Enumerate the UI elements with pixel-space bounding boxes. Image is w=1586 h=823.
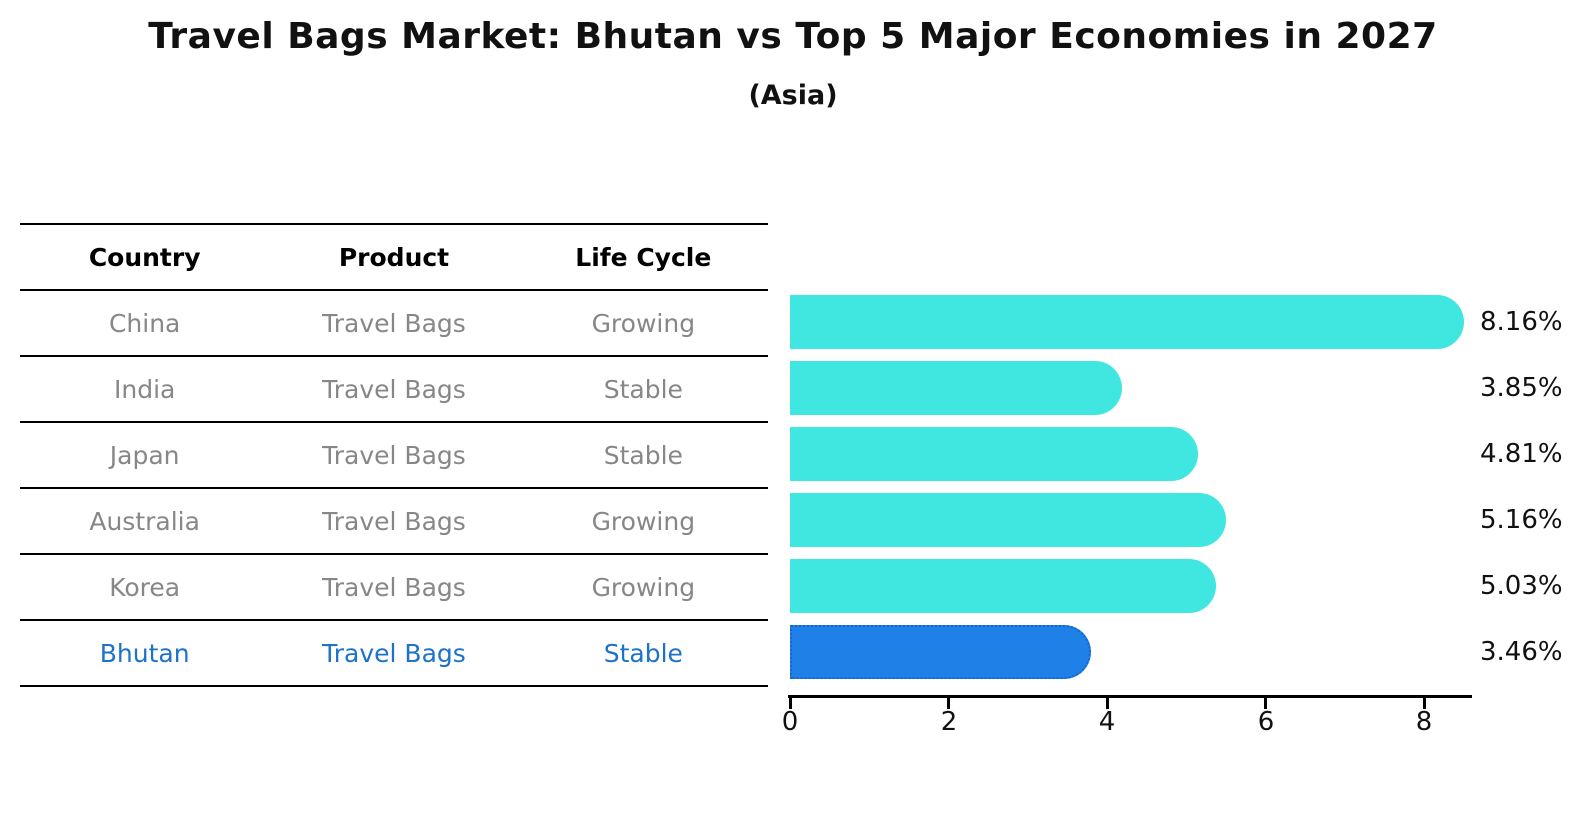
x-axis-tick-label-6: 6 [1257, 707, 1275, 737]
table-cell-product: Travel Bags [322, 440, 466, 470]
value-label-korea: 5.03% [1480, 571, 1563, 601]
value-label-australia: 5.16% [1480, 505, 1563, 535]
value-label-china: 8.16% [1480, 307, 1563, 337]
table-cell-country: China [108, 308, 181, 338]
table-row: Australia Travel Bags Growing [20, 489, 768, 555]
x-axis-tick-2 [947, 698, 950, 709]
bar-row-bhutan [790, 619, 1490, 685]
bar-row-japan [790, 421, 1490, 487]
table-body: China Travel Bags Growing India Travel B… [20, 291, 768, 687]
table-cell-life-cycle: Growing [591, 572, 696, 602]
chart-title: Travel Bags Market: Bhutan vs Top 5 Majo… [148, 16, 1438, 57]
x-axis-tick-6 [1264, 698, 1267, 709]
bar-korea [790, 559, 1216, 613]
table-cell-country: Bhutan [99, 638, 190, 668]
bar-row-china [790, 289, 1490, 355]
x-axis-tick-4 [1106, 698, 1109, 709]
table-row: Bhutan Travel Bags Stable [20, 621, 768, 687]
bar-japan [790, 427, 1198, 481]
table-row: India Travel Bags Stable [20, 357, 768, 423]
table-cell-product: Travel Bags [322, 638, 466, 668]
bar-row-india [790, 355, 1490, 421]
table-cell-country: Japan [109, 440, 180, 470]
table-cell-product: Travel Bags [322, 308, 466, 338]
table-cell-life-cycle: Stable [603, 374, 683, 404]
value-label-bhutan: 3.46% [1480, 637, 1563, 667]
table-row: China Travel Bags Growing [20, 291, 768, 357]
table-row: Korea Travel Bags Growing [20, 555, 768, 621]
bar-china [790, 295, 1464, 349]
column-header-product: Product [338, 242, 450, 272]
x-axis-tick-label-0: 0 [781, 707, 799, 737]
bar-australia [790, 493, 1226, 547]
bar-bhutan [790, 625, 1091, 679]
x-axis-tick-0 [789, 698, 792, 709]
x-axis-tick-label-2: 2 [940, 707, 958, 737]
column-header-life-cycle: Life Cycle [575, 242, 712, 272]
bar-row-korea [790, 553, 1490, 619]
x-axis-tick-label-8: 8 [1415, 707, 1433, 737]
table-cell-life-cycle: Growing [591, 506, 696, 536]
table-header-row: Country Product Life Cycle [20, 225, 768, 291]
table-cell-life-cycle: Growing [591, 308, 696, 338]
table-cell-product: Travel Bags [322, 572, 466, 602]
column-header-country: Country [88, 242, 201, 272]
table-cell-life-cycle: Stable [603, 440, 683, 470]
table-cell-country: Korea [109, 572, 181, 602]
table-cell-product: Travel Bags [322, 506, 466, 536]
bar-chart-plot-area [0, 289, 1586, 685]
bar-row-australia [790, 487, 1490, 553]
x-axis-tick-8 [1423, 698, 1426, 709]
table-cell-country: Australia [89, 506, 200, 536]
table-cell-country: India [113, 374, 176, 404]
value-label-japan: 4.81% [1480, 439, 1563, 469]
x-axis-line [788, 695, 1472, 698]
value-label-india: 3.85% [1480, 373, 1563, 403]
table-row: Japan Travel Bags Stable [20, 423, 768, 489]
table-cell-life-cycle: Stable [603, 638, 683, 668]
bar-india [790, 361, 1122, 415]
table-cell-product: Travel Bags [322, 374, 466, 404]
chart-subtitle: (Asia) [748, 80, 838, 111]
comparison-table: Country Product Life Cycle China Travel … [20, 223, 768, 687]
x-axis-tick-label-4: 4 [1098, 707, 1116, 737]
